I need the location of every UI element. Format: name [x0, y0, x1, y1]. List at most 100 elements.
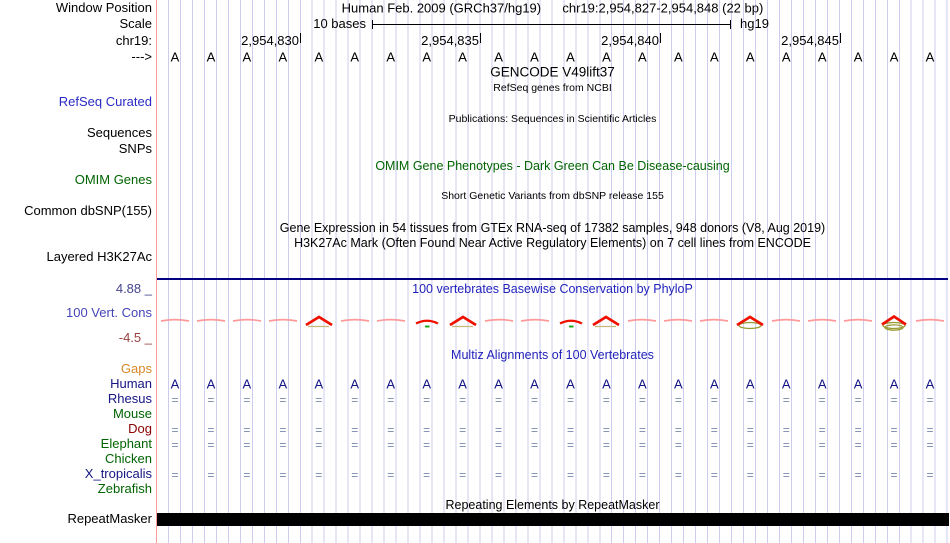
align-cell-identity: =: [423, 468, 431, 482]
align-cell-identity: =: [926, 393, 934, 407]
track-label-chicken[interactable]: Chicken: [105, 451, 152, 467]
align-cell-identity: =: [602, 468, 610, 482]
align-cell-identity: =: [279, 393, 287, 407]
align-cell-base: A: [889, 376, 899, 392]
track-label-snps[interactable]: SNPs: [118, 141, 152, 157]
align-cell-identity: =: [926, 468, 934, 482]
track-label-x-tropicalis[interactable]: X_tropicalis: [84, 466, 152, 482]
phylop-arc-peak-ellipse: [732, 310, 768, 334]
align-cell-identity: =: [638, 438, 646, 452]
align-cell-identity: =: [423, 393, 431, 407]
track-label-vert-cons[interactable]: 100 Vert. Cons: [66, 305, 152, 321]
track-label-omim-genes[interactable]: OMIM Genes: [74, 172, 152, 188]
base-letter: A: [817, 49, 827, 65]
base-letter: A: [853, 49, 863, 65]
track-label-dog[interactable]: Dog: [128, 421, 152, 437]
coord-label: 2,954,845: [781, 33, 839, 49]
base-letter: A: [494, 49, 503, 65]
align-cell-identity: =: [854, 423, 862, 437]
align-cell-identity: =: [171, 423, 179, 437]
align-cell-identity: =: [315, 438, 323, 452]
align-cell-identity: =: [243, 423, 251, 437]
align-cell-identity: =: [566, 438, 574, 452]
gtex-title: Gene Expression in 54 tissues from GTEx …: [279, 221, 826, 235]
align-cell-identity: =: [423, 423, 431, 437]
align-cell-identity: =: [315, 423, 323, 437]
align-cell-identity: =: [171, 393, 179, 407]
align-cell-identity: =: [495, 423, 503, 437]
label-track-separator-line: [156, 0, 157, 543]
align-cell-identity: =: [459, 423, 467, 437]
align-cell-base: A: [386, 376, 396, 392]
align-cell-identity: =: [854, 468, 862, 482]
base-letter: A: [925, 49, 935, 65]
track-label-elephant[interactable]: Elephant: [100, 436, 152, 452]
base-letter: A: [673, 49, 683, 65]
align-cell-base: A: [278, 376, 288, 392]
track-label-phylop-max: 4.88 _: [115, 281, 152, 297]
align-cell-identity: =: [782, 393, 790, 407]
align-cell-identity: =: [566, 423, 574, 437]
align-cell-identity: =: [495, 438, 503, 452]
phylop-arc-peak-tan: [301, 310, 337, 334]
phylop-arc-flat: [912, 310, 948, 334]
align-cell-identity: =: [531, 423, 539, 437]
publications-title: Publications: Sequences in Scientific Ar…: [448, 113, 657, 125]
assembly-title: Human Feb. 2009 (GRCh37/hg19): [341, 0, 542, 16]
gencode-title: GENCODE V49lift37: [490, 64, 615, 80]
align-cell-base: A: [494, 376, 503, 392]
phylop-arc-flat: [481, 310, 517, 334]
genome-label: hg19: [740, 16, 769, 32]
align-cell-identity: =: [818, 438, 826, 452]
phylop-arc-peak-ellipse2: [876, 310, 912, 334]
base-letter: A: [206, 49, 216, 65]
coord-label: 2,954,830: [241, 33, 299, 49]
track-label-zebrafish[interactable]: Zebrafish: [97, 481, 152, 497]
phylop-title: 100 vertebrates Basewise Conservation by…: [412, 282, 693, 296]
track-label-mouse[interactable]: Mouse: [112, 406, 152, 422]
phylop-arc-flat: [157, 310, 193, 334]
base-letter: A: [314, 49, 324, 65]
track-label-window-position: Window Position: [55, 0, 152, 16]
header-position-line: Human Feb. 2009 (GRCh37/hg19) chr19:2,95…: [157, 1, 948, 16]
track-label-chrom: chr19:: [115, 33, 152, 49]
phylop-arc-peak-tan: [588, 310, 624, 334]
align-cell-identity: =: [638, 468, 646, 482]
scale-ruler-tick-right: [730, 20, 731, 29]
base-letter: A: [781, 49, 791, 65]
track-label-common-dbsnp[interactable]: Common dbSNP(155): [24, 203, 152, 219]
track-label-human[interactable]: Human: [110, 376, 152, 392]
align-cell-base: A: [817, 376, 827, 392]
align-cell-identity: =: [926, 438, 934, 452]
align-cell-identity: =: [854, 438, 862, 452]
base-letter: A: [458, 49, 467, 65]
track-label-rhesus[interactable]: Rhesus: [107, 391, 152, 407]
align-cell-identity: =: [351, 423, 359, 437]
align-cell-identity: =: [387, 393, 395, 407]
track-label-layered-h3k27ac[interactable]: Layered H3K27Ac: [46, 249, 152, 265]
base-letter: A: [242, 49, 252, 65]
track-label-gaps[interactable]: Gaps: [120, 361, 152, 377]
align-cell-identity: =: [207, 468, 215, 482]
repeatmasker-title: Repeating Elements by RepeatMasker: [445, 498, 660, 512]
multiz-title: Multiz Alignments of 100 Vertebrates: [451, 348, 654, 362]
align-cell-identity: =: [890, 393, 898, 407]
track-label-repeatmasker[interactable]: RepeatMasker: [67, 511, 152, 527]
phylop-arc-flat: [624, 310, 660, 334]
align-cell-identity: =: [710, 438, 718, 452]
align-cell-identity: =: [279, 423, 287, 437]
align-cell-identity: =: [818, 393, 826, 407]
align-cell-base: A: [925, 376, 935, 392]
track-label-strand-arrow[interactable]: --->: [131, 49, 152, 65]
align-cell-base: A: [458, 376, 467, 392]
track-label-sequences[interactable]: Sequences: [86, 125, 152, 141]
phylop-arc-flat: [193, 310, 229, 334]
track-label-refseq-curated[interactable]: RefSeq Curated: [58, 94, 152, 110]
align-cell-base: A: [745, 376, 755, 392]
coord-tick: [480, 33, 481, 43]
phylop-arc-peak-small-green: [553, 310, 589, 334]
repeatmasker-bar[interactable]: [157, 513, 949, 526]
align-cell-identity: =: [351, 468, 359, 482]
align-cell-base: A: [170, 376, 180, 392]
